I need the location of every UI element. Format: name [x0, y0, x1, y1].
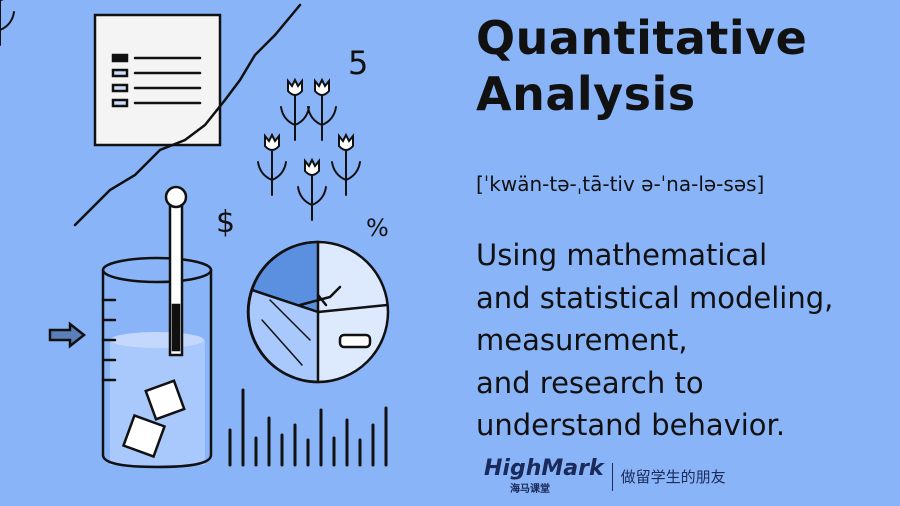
- definition: Using mathematical and statistical model…: [476, 234, 833, 447]
- definition-line: understand behavior.: [476, 408, 786, 442]
- definition-line: Using mathematical: [476, 238, 768, 272]
- page-title: Quantitative Analysis: [476, 10, 807, 122]
- definition-line: measurement,: [476, 323, 688, 357]
- definition-line: and research to: [476, 365, 704, 400]
- document-icon: [93, 13, 222, 147]
- dollar-sign: $: [216, 205, 235, 240]
- percent-sign: %: [366, 214, 389, 242]
- pronunciation: [ˈkwän-tə-ˌtā-tiv ə-ˈna-lə-səs]: [476, 172, 765, 196]
- bar-lines: [228, 388, 388, 467]
- number-five: 5: [348, 44, 368, 82]
- illustration: 5 $ %: [0, 0, 390, 469]
- tulips-icon: [0, 0, 361, 221]
- thermometer-icon: [164, 185, 188, 357]
- logo-brand-sub: 海马课堂: [510, 484, 550, 495]
- trend-line: [73, 3, 302, 227]
- beaker-icon: [101, 256, 213, 469]
- definition-line: and statistical modeling,: [476, 280, 834, 315]
- brand-logo: HighMark 海马课堂 做留学生的朋友: [484, 456, 726, 496]
- logo-divider: [611, 462, 613, 491]
- arrow-icon: [48, 321, 87, 349]
- title-line: Analysis: [476, 67, 696, 121]
- title-line: Quantitative: [476, 11, 808, 65]
- logo-brand: HighMark: [484, 456, 604, 481]
- pie-chart-icon: [246, 240, 390, 384]
- logo-slogan: 做留学生的朋友: [620, 468, 726, 486]
